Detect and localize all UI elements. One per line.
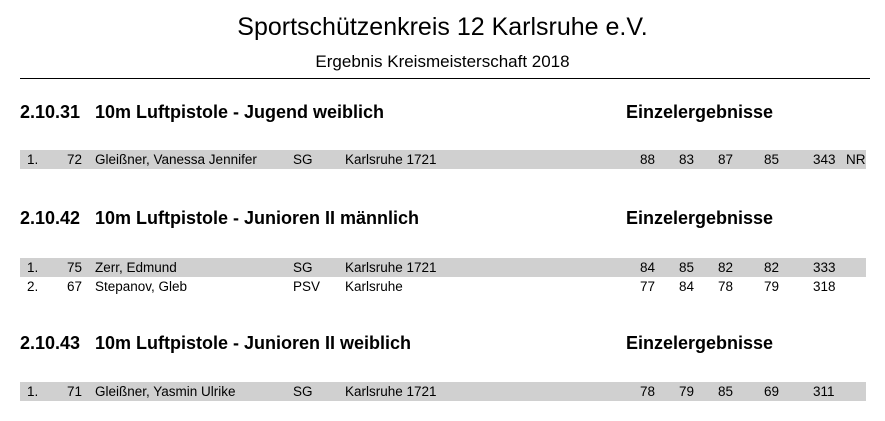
club-name: Karlsruhe 1721 — [345, 152, 437, 167]
shooter-name: Zerr, Edmund — [95, 260, 177, 275]
section-number: 2.10.42 — [20, 208, 81, 228]
section-number: 2.10.31 — [20, 102, 81, 122]
total-score: 343 — [813, 152, 836, 167]
rank: 2. — [27, 279, 39, 294]
series-3: 87 — [718, 152, 734, 167]
series-2: 79 — [679, 384, 695, 399]
result-row: 1. 71 Gleißner, Yasmin Ulrike SG Karlsru… — [20, 382, 866, 401]
record-note: NR — [846, 152, 866, 167]
section-name: 10m Luftpistole - Jugend weiblich — [95, 102, 385, 122]
start-number: 71 — [67, 384, 83, 399]
club-abbrev: SG — [293, 384, 313, 399]
series-4: 69 — [764, 384, 780, 399]
section-type-label: Einzelergebnisse — [626, 102, 774, 122]
section-type-label: Einzelergebnisse — [626, 333, 774, 353]
series-4: 85 — [764, 152, 780, 167]
result-row: 1. 72 Gleißner, Vanessa Jennifer SG Karl… — [20, 150, 866, 169]
club-abbrev: SG — [293, 260, 313, 275]
total-score: 333 — [813, 260, 836, 275]
series-1: 84 — [640, 260, 656, 275]
series-4: 82 — [764, 260, 780, 275]
section-number: 2.10.43 — [20, 333, 81, 353]
club-name: Karlsruhe 1721 — [345, 384, 437, 399]
club-name: Karlsruhe 1721 — [345, 260, 437, 275]
series-3: 85 — [718, 384, 734, 399]
rank: 1. — [27, 152, 39, 167]
start-number: 72 — [67, 152, 83, 167]
shooter-name: Gleißner, Vanessa Jennifer — [95, 152, 257, 167]
section-name: 10m Luftpistole - Junioren II männlich — [95, 208, 420, 228]
series-3: 82 — [718, 260, 734, 275]
document-subtitle: Ergebnis Kreismeisterschaft 2018 — [315, 52, 570, 71]
series-1: 88 — [640, 152, 656, 167]
club-name: Karlsruhe — [345, 279, 403, 294]
start-number: 75 — [67, 260, 83, 275]
series-4: 79 — [764, 279, 780, 294]
series-1: 77 — [640, 279, 656, 294]
rank: 1. — [27, 384, 39, 399]
result-row: 1. 75 Zerr, Edmund SG Karlsruhe 1721 84 … — [20, 258, 866, 277]
header-divider — [20, 78, 870, 79]
section-type-label: Einzelergebnisse — [626, 208, 774, 228]
section-name: 10m Luftpistole - Junioren II weiblich — [95, 333, 412, 353]
series-3: 78 — [718, 279, 734, 294]
result-row: 2. 67 Stepanov, Gleb PSV Karlsruhe 77 84… — [20, 277, 866, 296]
document-title: Sportschützenkreis 12 Karlsruhe e.V. — [237, 13, 648, 41]
shooter-name: Stepanov, Gleb — [95, 279, 188, 294]
rank: 1. — [27, 260, 39, 275]
series-1: 78 — [640, 384, 656, 399]
shooter-name: Gleißner, Yasmin Ulrike — [95, 384, 236, 399]
club-abbrev: SG — [293, 152, 313, 167]
series-2: 84 — [679, 279, 695, 294]
total-score: 311 — [813, 384, 835, 399]
series-2: 83 — [679, 152, 695, 167]
club-abbrev: PSV — [293, 279, 321, 294]
series-2: 85 — [679, 260, 695, 275]
start-number: 67 — [67, 279, 83, 294]
total-score: 318 — [813, 279, 836, 294]
